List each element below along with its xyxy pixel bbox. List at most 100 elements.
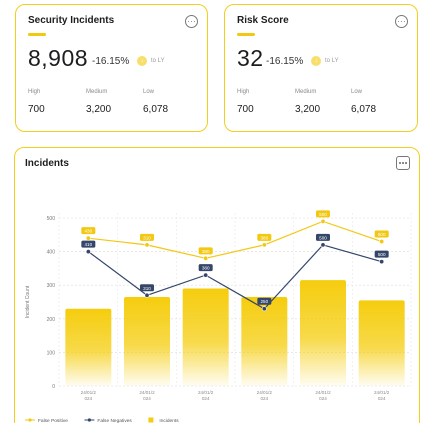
y-tick-label: 0 (52, 384, 55, 390)
false-negatives-point (379, 259, 385, 265)
arrow-down-icon: ↓ (311, 56, 321, 66)
risk-score-title: Risk Score (237, 15, 289, 26)
level-label-medium: Medium (86, 89, 108, 95)
data-label: 500 (319, 235, 327, 240)
data-label-box (140, 233, 154, 241)
level-value-low: 6,078 (143, 104, 169, 115)
x-tick-label: 24/01/2 (81, 390, 97, 395)
incident-bar (124, 296, 170, 386)
y-tick-label: 400 (47, 250, 56, 256)
delta-suffix: to LY (151, 58, 165, 64)
data-label: 310 (143, 235, 151, 240)
x-tick-label: 024 (319, 396, 327, 401)
data-label-box (257, 233, 272, 241)
incident-bar (241, 296, 288, 386)
y-tick-label: 100 (47, 350, 56, 356)
false-positive-point (144, 242, 150, 248)
more-options-icon[interactable] (396, 156, 410, 170)
legend-swatch-dot (28, 418, 32, 422)
x-tick-label: 24/01/2 (198, 390, 214, 395)
false-positive-point (320, 218, 326, 224)
delta-suffix: to LY (325, 58, 339, 64)
more-options-icon[interactable] (395, 15, 408, 28)
legend-swatch (148, 417, 154, 423)
false-negatives-point (85, 249, 91, 255)
security-incidents-title: Security Incidents (28, 15, 115, 26)
level-label-high: High (28, 89, 41, 95)
incidents-title: Incidents (25, 158, 69, 169)
false-negatives-point (320, 242, 326, 248)
x-tick-label: 024 (143, 396, 151, 401)
false-negatives-line (87, 244, 382, 310)
level-label-low: Low (143, 89, 155, 95)
false-positive-point (261, 242, 267, 248)
legend-label: False Positive (38, 418, 68, 423)
arrow-down-icon: ↓ (137, 56, 147, 66)
data-label-box (257, 297, 272, 305)
incident-bar (358, 300, 405, 386)
legend-swatch-dot (87, 418, 91, 422)
data-label-box (374, 230, 389, 238)
level-value-high: 700 (28, 104, 45, 115)
level-label-medium: Medium (295, 89, 317, 95)
data-label: 380 (202, 249, 210, 254)
incident-bar (300, 280, 346, 386)
data-label: 500 (378, 232, 386, 237)
data-label: 250 (260, 299, 268, 304)
data-label-box (374, 250, 389, 258)
x-tick-label: 24/01/2 (374, 390, 390, 395)
title-accent-bar (28, 33, 46, 36)
incident-bar (182, 288, 229, 386)
level-label-high: High (237, 89, 250, 95)
security-incidents-delta: -16.15% (92, 56, 130, 67)
legend-label: False Negatives (97, 418, 132, 423)
incidents-chart-card: Incidents 0 100 200 300 400 500 Incident Count… (14, 147, 420, 423)
incident-bar (65, 308, 112, 386)
level-value-low: 6,078 (351, 104, 377, 115)
x-tick-label: 024 (202, 396, 210, 401)
data-label-box (198, 247, 213, 255)
data-label-box (81, 240, 96, 248)
false-negatives-point (203, 272, 209, 278)
data-label-box (81, 227, 96, 235)
more-options-icon[interactable] (185, 15, 198, 28)
y-tick-label: 500 (47, 216, 56, 222)
data-label: 410 (84, 242, 92, 247)
risk-score-card: Risk Score 32 -16.15% ↓ to LY High Mediu… (224, 4, 418, 132)
y-tick-label: 300 (47, 283, 56, 289)
x-tick-label: 24/01/2 (315, 390, 331, 395)
x-tick-label: 024 (378, 396, 386, 401)
false-positive-point (85, 235, 91, 241)
data-label-box (140, 284, 154, 292)
risk-score-delta: -16.15% (266, 56, 304, 67)
x-tick-label: 024 (260, 396, 268, 401)
x-tick-label: 24/01/2 (257, 390, 273, 395)
data-label-box (198, 264, 213, 272)
false-positive-point (203, 255, 209, 261)
data-label-box (316, 210, 330, 218)
level-label-low: Low (351, 89, 363, 95)
security-incidents-value: 8,908 (28, 45, 89, 71)
incidents-chart: 0 100 200 300 400 500 Incident Count 430 310 380 3… (25, 210, 412, 423)
risk-score-value: 32 (237, 45, 264, 71)
x-tick-label: 24/01/2 (139, 390, 155, 395)
false-negatives-point (261, 306, 267, 312)
data-label: 380 (260, 235, 268, 240)
y-axis-label: Incident Count (25, 285, 31, 318)
level-value-high: 700 (237, 104, 254, 115)
level-value-medium: 3,200 (86, 104, 112, 115)
data-label: 500 (378, 252, 386, 257)
data-label: 500 (319, 212, 327, 217)
data-label: 380 (202, 266, 210, 271)
x-tick-label: 024 (84, 396, 92, 401)
data-label: 430 (84, 229, 92, 234)
level-value-medium: 3,200 (295, 104, 321, 115)
false-positive-point (379, 239, 385, 245)
y-tick-label: 200 (47, 317, 56, 323)
data-label-box (316, 233, 330, 241)
title-accent-bar (237, 33, 255, 36)
security-incidents-card: Security Incidents 8,908 -16.15% ↓ to LY… (15, 4, 208, 132)
data-label: 310 (143, 286, 151, 291)
false-positive-line (88, 220, 382, 259)
false-negatives-point (144, 292, 150, 298)
